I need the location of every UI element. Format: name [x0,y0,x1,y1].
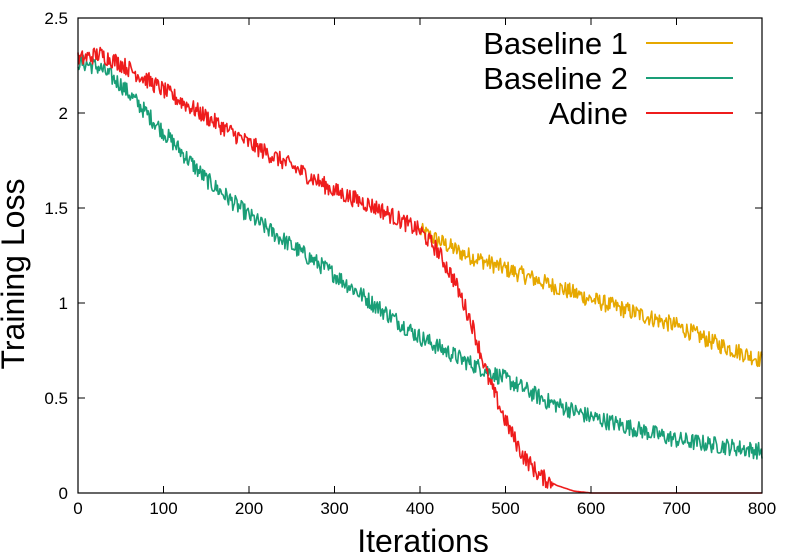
x-tick-label: 500 [491,499,519,518]
x-tick-label: 100 [149,499,177,518]
y-axis-title: Training Loss [0,179,31,370]
series-line-1 [419,222,763,368]
x-tick-label: 400 [406,499,434,518]
series-layer [77,46,763,494]
y-tick-label: 1 [59,294,68,313]
series-line-2 [77,54,763,460]
plot-frame [77,17,763,494]
x-tick-label: 800 [748,499,776,518]
x-tick-label: 600 [577,499,605,518]
y-tick-label: 1.5 [44,199,68,218]
y-tick-label: 2 [59,104,68,123]
x-tick-label: 0 [73,499,82,518]
y-tick-label: 2.5 [44,9,68,28]
x-axis-title: Iterations [357,523,489,552]
ticks-layer: 0 100 200 300 400 500 600 700 800 0 0.5 1 1.5 2 2.5 [44,9,776,518]
y-tick-label: 0.5 [44,389,68,408]
legend-label: Baseline 2 [483,61,628,96]
x-tick-label: 700 [662,499,690,518]
series-line-3 [77,46,762,494]
x-tick-label: 200 [235,499,263,518]
y-tick-label: 0 [59,484,68,503]
x-tick-label: 300 [320,499,348,518]
legend-label: Baseline 1 [483,26,628,61]
legend-label: Adine [549,96,628,131]
